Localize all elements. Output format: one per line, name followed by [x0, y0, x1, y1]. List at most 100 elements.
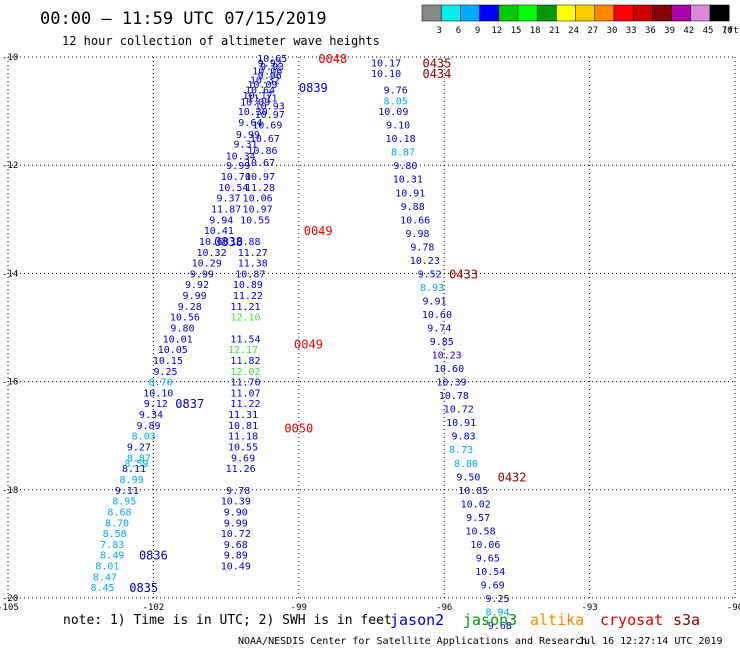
data-point: 9.68 — [224, 540, 248, 551]
legend-label: 33 — [626, 26, 637, 36]
data-point: 10.17 — [243, 91, 273, 102]
data-point: 11.07 — [230, 388, 260, 399]
data-point: 8.05 — [384, 96, 408, 107]
time-label: 0838 — [214, 235, 243, 249]
data-point: 12.02 — [230, 367, 260, 378]
data-point: 9.52 — [418, 269, 442, 280]
data-point: 9.89 — [137, 421, 161, 432]
data-point: 8.58 — [103, 529, 127, 540]
legend-swatch — [613, 4, 634, 22]
x-tick-label: -90 — [727, 603, 740, 613]
data-point: 9.12 — [144, 399, 168, 410]
data-point: 9.68 — [488, 621, 512, 632]
x-tick-label: -96 — [436, 603, 452, 613]
data-point: 10.10 — [143, 388, 173, 399]
y-tick-label: -10 — [2, 53, 18, 63]
data-point: 8.03 — [132, 432, 156, 443]
data-point: 11.27 — [238, 248, 268, 259]
data-point: 8.45 — [90, 583, 114, 594]
data-point: 11.54 — [230, 334, 260, 345]
data-point: 11.26 — [226, 464, 256, 475]
data-point: 10.32 — [197, 248, 227, 259]
time-labels: 0048 0839 0049 0838 0049 0837 0050 0836 0835 0435… — [129, 52, 526, 595]
data-point: 9.34 — [139, 410, 163, 421]
data-point: 10.97 — [255, 110, 285, 121]
legend-label: 36 — [645, 26, 656, 36]
y-tick-label: -12 — [2, 161, 18, 171]
data-point: 10.66 — [400, 215, 430, 226]
data-point: 9.78 — [410, 242, 434, 253]
legend-swatch — [536, 4, 557, 22]
legend-swatch — [440, 4, 461, 22]
data-point: 10.55 — [240, 215, 270, 226]
data-point: 9.10 — [386, 121, 410, 132]
data-point: 8.87 — [391, 148, 415, 159]
chart-title: 00:00 — 11:59 UTC 07/15/2019 — [40, 9, 327, 29]
data-point: 9.98 — [405, 229, 429, 240]
data-point: 9.31 — [233, 140, 257, 151]
credit-text: NOAA/NESDIS Center for Satellite Applica… — [238, 636, 587, 647]
data-point: 10.17 — [371, 58, 401, 69]
data-point: 11.70 — [230, 378, 260, 389]
x-tick-label: -99 — [291, 603, 307, 613]
data-point: 10.09 — [247, 80, 277, 91]
data-point: 9.85 — [430, 337, 454, 348]
data-point: 9.69 — [481, 580, 505, 591]
x-tick-label: -105 — [0, 603, 19, 613]
time-label: 0839 — [299, 81, 328, 95]
data-point: 8.99 — [120, 475, 144, 486]
data-point: 10.41 — [204, 226, 234, 237]
data-point: 10.23 — [432, 351, 462, 362]
data-point: 10.23 — [410, 256, 440, 267]
data-point: 9.99 — [183, 291, 207, 302]
data-point: 10.72 — [221, 529, 251, 540]
time-label: 0049 — [304, 224, 333, 238]
data-point: 9.37 — [216, 194, 240, 205]
legend-swatch — [594, 4, 615, 22]
satellite-legend: jason2 jason3 altika cryosat s3a — [390, 611, 700, 629]
legend-swatch — [709, 4, 730, 22]
data-point: 10.06 — [470, 540, 500, 551]
legend-swatch — [575, 4, 596, 22]
data-point: 10.34 — [226, 151, 256, 162]
data-point: 10.85 — [458, 486, 488, 497]
axis-ticks: -105 -102 -99 -96 -93 -90 -10 -12 -14 -16 -18 -20 — [0, 53, 740, 613]
data-point: 9.99 — [226, 161, 250, 172]
data-point: 11.22 — [233, 291, 263, 302]
data-point: 10.54 — [475, 567, 505, 578]
time-label: 0836 — [139, 549, 168, 563]
data-point: 8.70 — [149, 378, 173, 389]
data-point: 9.11 — [115, 486, 139, 497]
legend-label: 30 — [607, 26, 618, 36]
data-point: 10.29 — [192, 259, 222, 270]
time-label: 0435 — [422, 56, 451, 70]
data-point: 9.69 — [231, 453, 255, 464]
data-point: 9.76 — [384, 85, 408, 96]
data-point: 9.80 — [170, 324, 194, 335]
data-point: 9.91 — [422, 296, 446, 307]
time-label: 0434 — [422, 67, 451, 81]
data-point: 9.27 — [127, 443, 151, 454]
legend-swatch — [498, 4, 519, 22]
time-label: 0432 — [498, 470, 527, 484]
data-point: 9.25 — [153, 367, 177, 378]
data-point: 9.92 — [258, 58, 282, 69]
data-point: 9.96 — [258, 71, 282, 82]
data-point: 11.18 — [228, 432, 258, 443]
time-label: 0049 — [294, 338, 323, 352]
data-point: 8.70 — [105, 518, 129, 529]
data-point: 8.01 — [95, 562, 119, 573]
data-point: 11.28 — [245, 183, 275, 194]
satellite-label: jason2 — [390, 611, 444, 629]
data-point: 10.91 — [446, 418, 476, 429]
data-point: 10.02 — [461, 499, 491, 510]
data-point: 10.10 — [371, 69, 401, 80]
data-point: 9.57 — [466, 513, 490, 524]
data-point: 10.67 — [245, 158, 275, 169]
legend-swatch — [479, 4, 500, 22]
data-point: 10.64 — [245, 85, 275, 96]
data-point: 10.06 — [252, 67, 282, 78]
data-point: 10.05 — [158, 345, 188, 356]
data-point: 9.64 — [238, 118, 262, 129]
data-point: 9.74 — [427, 324, 451, 335]
